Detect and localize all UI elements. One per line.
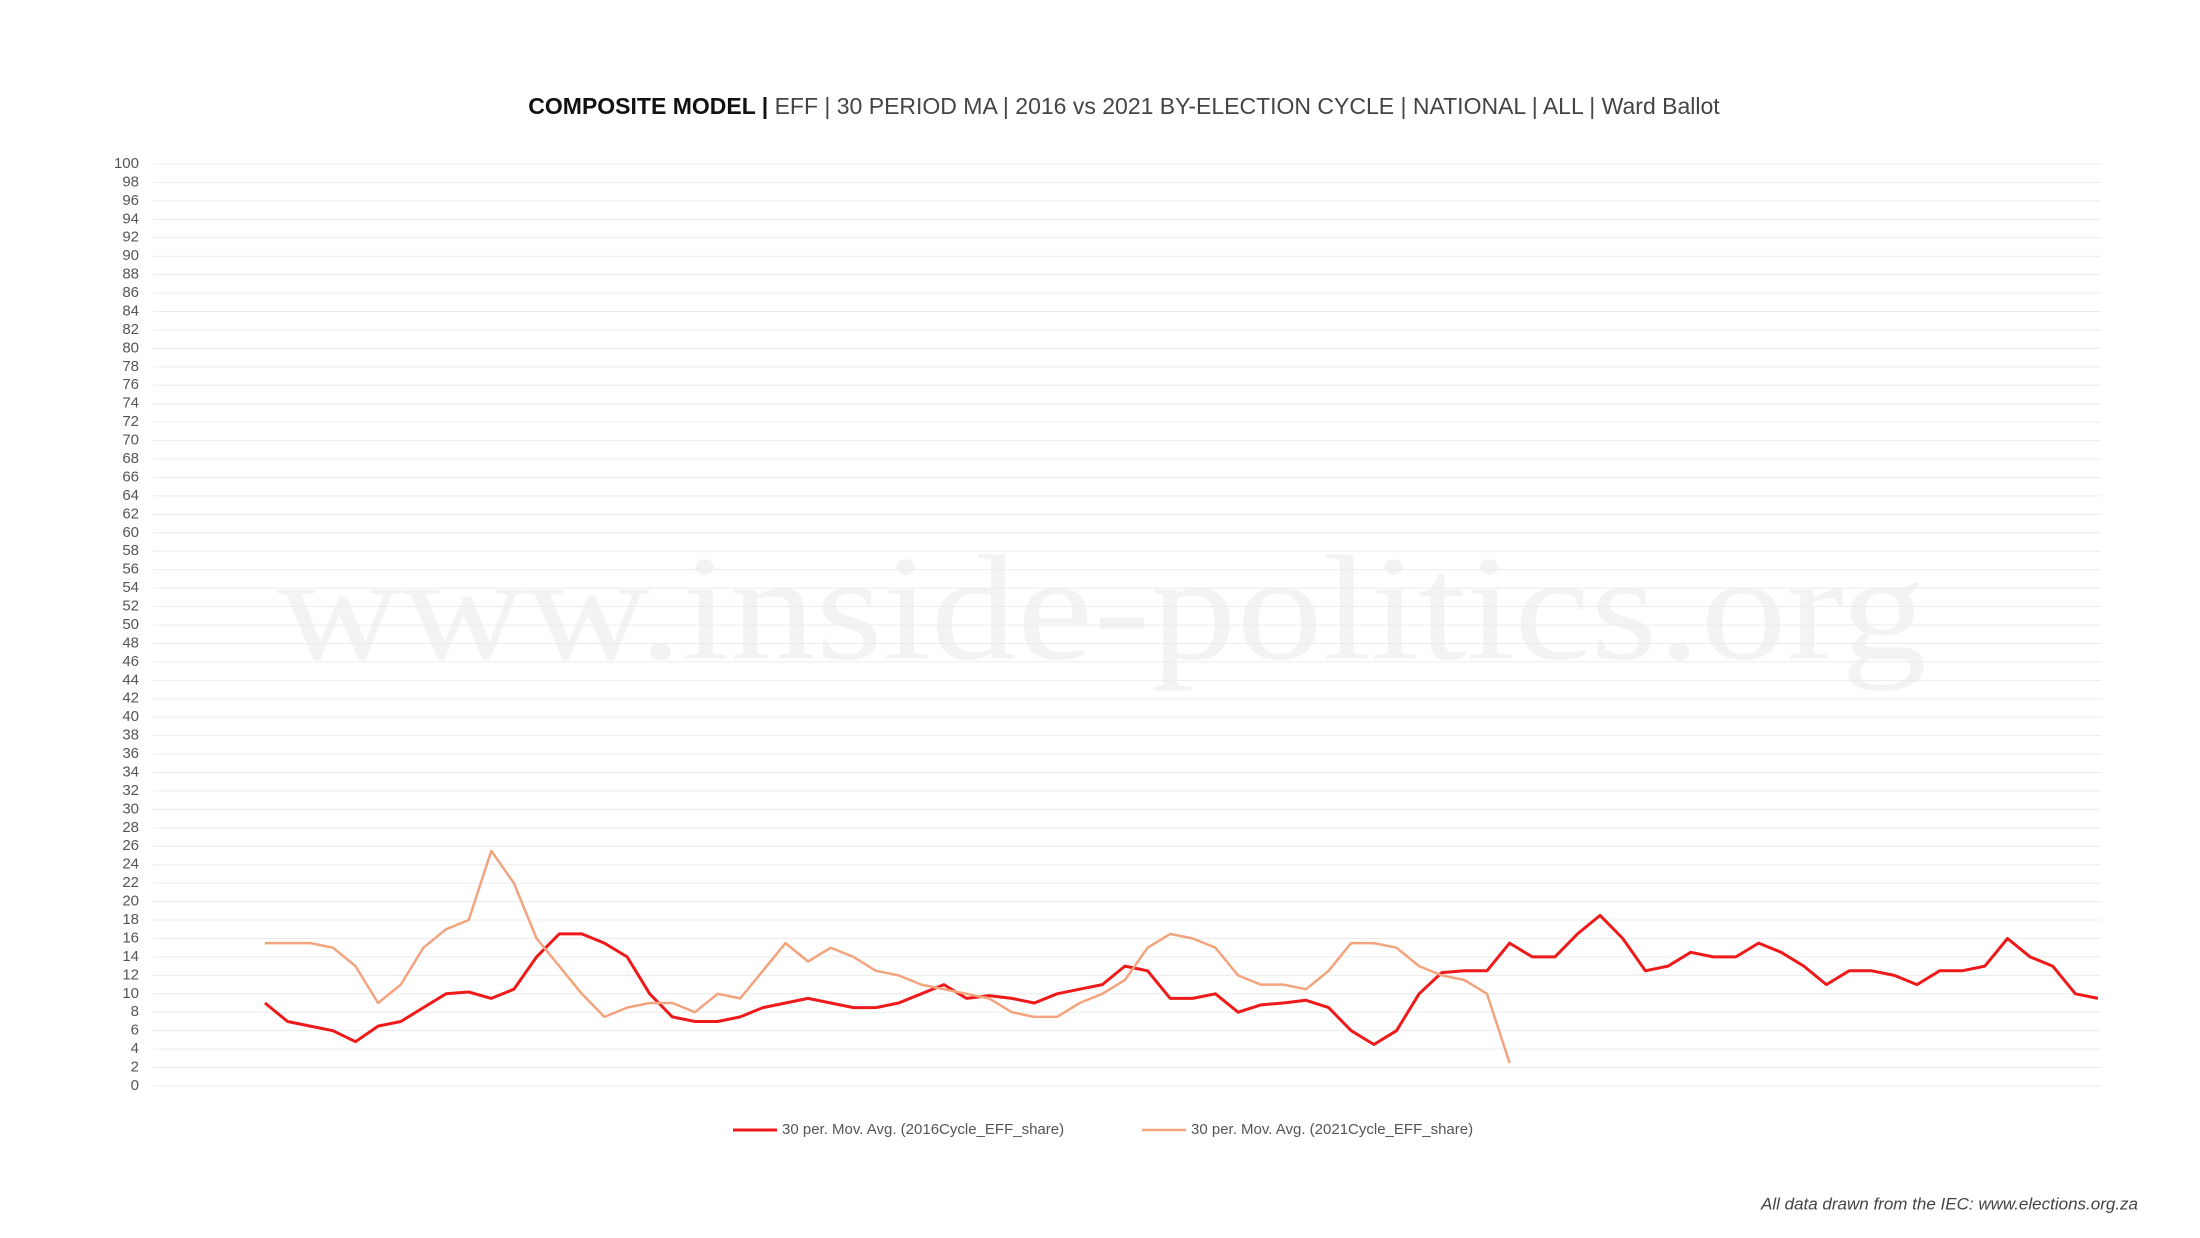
y-tick-label: 34 — [122, 763, 139, 780]
y-tick-label: 90 — [122, 247, 139, 264]
y-tick-label: 40 — [122, 708, 139, 725]
y-tick-label: 52 — [122, 598, 139, 615]
y-tick-label: 78 — [122, 358, 139, 375]
y-tick-label: 60 — [122, 524, 139, 541]
y-tick-label: 44 — [122, 671, 139, 688]
y-tick-label: 26 — [122, 837, 139, 854]
y-tick-label: 88 — [122, 266, 139, 283]
chart-title: COMPOSITE MODEL | EFF | 30 PERIOD MA | 2… — [528, 93, 1720, 119]
y-tick-label: 24 — [122, 856, 139, 873]
y-tick-label: 80 — [122, 339, 139, 356]
title-rest: EFF | 30 PERIOD MA | 2016 vs 2021 BY-ELE… — [775, 93, 1721, 119]
legend-label: 30 per. Mov. Avg. (2021Cycle_EFF_share) — [1191, 1121, 1473, 1138]
y-tick-label: 2 — [131, 1059, 139, 1076]
y-tick-label: 58 — [122, 542, 139, 559]
y-tick-label: 72 — [122, 413, 139, 430]
y-tick-label: 92 — [122, 229, 139, 246]
y-tick-label: 10 — [122, 985, 139, 1002]
legend-label: 30 per. Mov. Avg. (2016Cycle_EFF_share) — [782, 1121, 1064, 1138]
y-tick-label: 68 — [122, 450, 139, 467]
y-tick-label: 94 — [122, 210, 139, 227]
y-tick-label: 4 — [131, 1040, 139, 1057]
y-tick-label: 100 — [114, 155, 139, 172]
y-tick-label: 98 — [122, 173, 139, 190]
y-tick-label: 96 — [122, 192, 139, 209]
y-tick-label: 38 — [122, 727, 139, 744]
y-tick-label: 6 — [131, 1022, 139, 1039]
y-tick-label: 86 — [122, 284, 139, 301]
y-tick-label: 74 — [122, 395, 139, 412]
footer: All data drawn from the IEC: www.electio… — [1760, 1194, 2138, 1213]
y-tick-label: 20 — [122, 893, 139, 910]
y-tick-label: 64 — [122, 487, 139, 504]
y-tick-label: 48 — [122, 634, 139, 651]
y-tick-label: 50 — [122, 616, 139, 633]
y-tick-label: 8 — [131, 1003, 139, 1020]
y-tick-label: 30 — [122, 800, 139, 817]
y-tick-label: 22 — [122, 874, 139, 891]
y-tick-label: 42 — [122, 690, 139, 707]
y-tick-label: 12 — [122, 966, 139, 983]
y-tick-label: 36 — [122, 745, 139, 762]
y-tick-label: 46 — [122, 653, 139, 670]
y-tick-label: 82 — [122, 321, 139, 338]
y-tick-label: 0 — [131, 1077, 139, 1094]
y-tick-label: 32 — [122, 782, 139, 799]
y-tick-label: 84 — [122, 302, 139, 319]
y-tick-label: 28 — [122, 819, 139, 836]
y-tick-label: 14 — [122, 948, 139, 965]
y-tick-label: 16 — [122, 929, 139, 946]
y-tick-label: 62 — [122, 505, 139, 522]
title-emphasis: COMPOSITE MODEL | — [528, 93, 768, 119]
y-tick-label: 54 — [122, 579, 139, 596]
y-tick-label: 76 — [122, 376, 139, 393]
y-tick-label: 18 — [122, 911, 139, 928]
series-line — [264, 913, 2099, 1046]
series-line — [265, 849, 1511, 1064]
watermark: www.inside-politics.org — [277, 525, 1927, 691]
y-tick-label: 70 — [122, 432, 139, 449]
y-tick-label: 66 — [122, 468, 139, 485]
y-tick-label: 56 — [122, 561, 139, 578]
